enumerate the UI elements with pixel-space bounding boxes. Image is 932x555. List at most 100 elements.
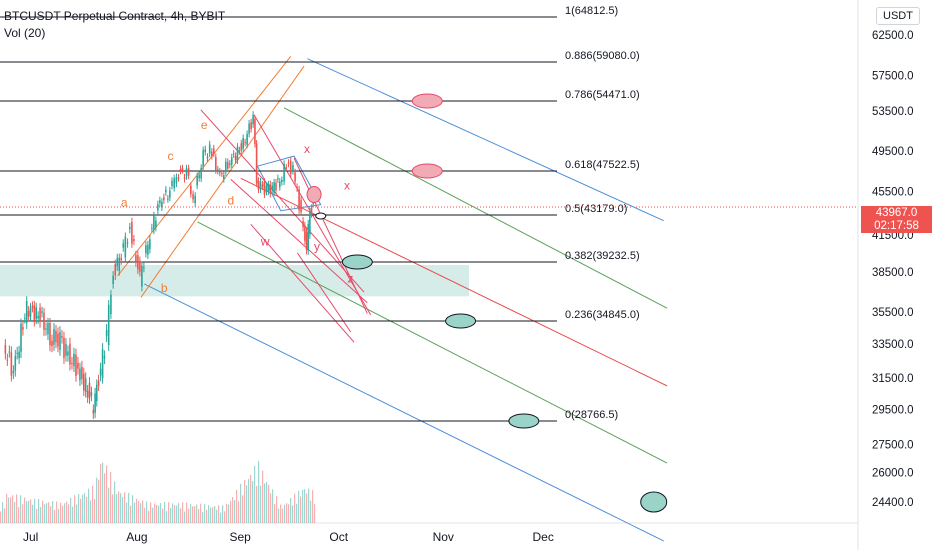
target-ellipse — [640, 491, 668, 513]
candle-body — [265, 185, 268, 192]
volume-bar — [248, 479, 250, 523]
candle-body — [302, 221, 304, 228]
candle-body — [79, 368, 81, 381]
time-tick-label: Nov — [433, 530, 454, 544]
volume-bar — [80, 498, 82, 523]
volume-bar — [160, 503, 162, 523]
candle-body — [257, 180, 260, 190]
candle-body — [278, 181, 281, 188]
volume-bar — [292, 505, 294, 523]
candle-body — [229, 163, 231, 165]
target-ellipse — [306, 186, 322, 204]
candle-body — [22, 327, 24, 330]
volume-indicator-label[interactable]: Vol (20) — [4, 26, 46, 40]
candle-body — [6, 359, 9, 361]
target-ellipse-small — [315, 212, 327, 220]
volume-bar — [44, 504, 46, 523]
candle-body — [298, 189, 300, 211]
candle-body — [88, 382, 91, 399]
price-tick-label: 38500.0 — [872, 267, 914, 279]
candle-body — [177, 177, 180, 179]
volume-bar — [242, 495, 244, 523]
volume-bar — [76, 504, 78, 523]
volume-bar — [312, 490, 314, 523]
volume-bar — [194, 506, 196, 523]
candle-body — [57, 333, 59, 347]
volume-bar — [96, 477, 98, 523]
candle-body — [114, 264, 117, 276]
symbol-title[interactable]: BTCUSDT Perpetual Contract, 4h, BYBIT — [4, 9, 226, 23]
volume-bar — [14, 502, 16, 523]
candle-body — [110, 294, 112, 315]
candle-body — [175, 177, 178, 184]
orange-channel-lower — [140, 65, 305, 298]
volume-bar — [168, 502, 170, 523]
wave-label: y — [314, 239, 320, 253]
volume-bar — [298, 490, 300, 523]
volume-bar — [84, 493, 86, 523]
volume-bar — [60, 502, 62, 523]
time-tick-label: Sep — [229, 530, 251, 544]
candle-body — [33, 305, 36, 321]
volume-bar — [310, 500, 312, 523]
candle-body — [128, 227, 131, 230]
volume-bar — [286, 503, 288, 523]
candle-body — [61, 336, 63, 338]
candle-body — [122, 243, 125, 248]
candle-body — [65, 344, 67, 356]
candle-body — [305, 231, 308, 251]
volume-bar — [266, 481, 268, 523]
volume-bar — [106, 465, 108, 523]
volume-bar — [212, 507, 214, 523]
volume-bar — [244, 480, 246, 523]
volume-bar — [70, 497, 72, 523]
candle-body — [215, 157, 217, 171]
candle-body — [269, 184, 272, 195]
target-ellipse — [508, 413, 540, 429]
volume-bar — [48, 502, 50, 523]
pink-wedge-line-3 — [293, 157, 368, 314]
candle-body — [236, 146, 239, 161]
candle-body — [18, 351, 20, 359]
volume-bar — [148, 510, 150, 523]
volume-bar — [12, 495, 14, 523]
volume-bar — [294, 493, 296, 523]
candle-body — [271, 185, 273, 191]
fib-label: 0.618(47522.5) — [565, 159, 640, 171]
candle-body — [27, 310, 30, 317]
candle-body — [312, 202, 315, 204]
volume-bar — [296, 503, 298, 523]
volume-bar — [58, 508, 60, 523]
price-tick-label: 49500.0 — [872, 146, 914, 158]
candle-body — [135, 255, 137, 263]
candle-body — [255, 143, 258, 184]
volume-bar — [108, 487, 110, 523]
candle-body — [232, 153, 235, 155]
candle-body — [4, 345, 7, 354]
candle-body — [225, 161, 227, 173]
volume-bar — [232, 497, 234, 523]
volume-bar — [190, 503, 192, 523]
volume-bar — [158, 505, 160, 523]
candle-body — [219, 171, 221, 173]
target-ellipse — [411, 93, 443, 109]
candle-body — [171, 180, 173, 186]
volume-bar — [174, 505, 176, 523]
candle-body — [309, 211, 311, 235]
candle-body — [292, 164, 294, 172]
candle-body — [173, 178, 175, 189]
candle-body — [246, 133, 248, 145]
candle-body — [206, 156, 209, 159]
channel-green-upper — [283, 107, 668, 309]
currency-unit-button[interactable]: USDT — [876, 7, 920, 25]
candle-body — [159, 200, 161, 203]
volume-bar — [156, 504, 158, 523]
volume-bar — [72, 506, 74, 523]
candle-body — [213, 148, 215, 154]
volume-bar — [188, 508, 190, 523]
candle-body — [124, 236, 127, 258]
candle-body — [147, 244, 149, 255]
candle-body — [167, 198, 169, 200]
